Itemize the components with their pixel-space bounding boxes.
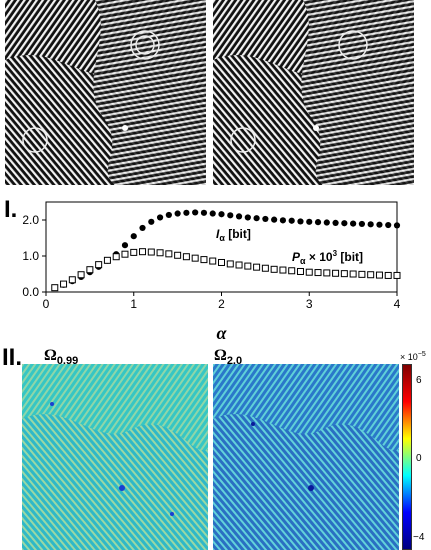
y-tick-label: 2.0	[22, 213, 39, 227]
series-p-point	[86, 266, 94, 274]
omega-map-right	[213, 364, 399, 550]
series-i-point	[218, 211, 225, 218]
y-tick-label: 0.0	[22, 285, 39, 299]
series-p-point	[68, 276, 76, 284]
omega-right-symbol: Ω	[214, 347, 227, 364]
series-i-point	[358, 220, 365, 228]
colorbar-scale-exponent: −5	[417, 351, 426, 358]
series-i-point	[121, 242, 129, 249]
series-i-point	[385, 221, 392, 229]
series-p-point	[367, 271, 375, 279]
series-p-point	[51, 284, 59, 292]
series-i-point	[314, 219, 322, 226]
series-i-point	[130, 233, 137, 240]
series-p-point	[112, 253, 120, 261]
series-i-point	[253, 215, 260, 222]
labyrinth-pattern-left	[5, 0, 206, 185]
series-p-point	[349, 270, 357, 278]
series-p-point	[384, 271, 392, 279]
section-two-label: II.	[2, 344, 23, 371]
series-p-point	[314, 269, 322, 277]
series-p-point	[332, 269, 340, 277]
series-p-point	[156, 249, 164, 257]
omega-left-symbol: Ω	[44, 347, 57, 364]
series-p-point	[244, 262, 252, 270]
series-p-point	[60, 280, 68, 288]
series-p-point	[200, 256, 208, 264]
series-p-point	[95, 261, 103, 269]
series-p-point	[235, 261, 243, 269]
colorbar-tick-neg4: −4	[413, 532, 425, 543]
series-i-point	[227, 212, 234, 219]
series-i-point	[183, 209, 190, 216]
omega-map-left	[22, 364, 208, 550]
series-p-point	[279, 266, 287, 274]
labyrinth-pattern-right	[213, 0, 414, 185]
series-p-point	[305, 268, 313, 276]
series-p-point	[174, 251, 182, 259]
series-i-label: Iα [bit]	[216, 227, 251, 243]
series-i-point	[139, 224, 146, 232]
series-p-point	[103, 256, 111, 264]
series-i-point	[297, 218, 304, 225]
colorbar-scale-prefix: × 10	[400, 352, 418, 362]
series-p-point	[393, 271, 401, 279]
series-i-point	[271, 216, 278, 223]
x-axis-label: α	[217, 323, 228, 343]
series-i-point	[376, 221, 383, 228]
series-i-point	[332, 219, 339, 226]
series-i-point	[393, 222, 401, 229]
series-i-point	[244, 214, 251, 221]
series-i-point	[288, 217, 295, 224]
series-i-point	[148, 218, 155, 225]
series-p-point	[147, 248, 155, 256]
series-p-point	[375, 271, 383, 279]
series-i-point	[262, 215, 269, 223]
series-i-point	[350, 220, 357, 227]
series-p-point	[130, 248, 138, 256]
series-p-point	[182, 253, 190, 261]
series-p-point	[340, 270, 348, 278]
series-p-point	[226, 260, 234, 268]
series-p-point	[323, 269, 331, 277]
x-tick-label: 1	[130, 297, 137, 311]
series-p-point	[209, 257, 217, 265]
series-i-point	[192, 209, 199, 216]
colorbar-tick-6: 6	[416, 375, 422, 386]
x-tick-label: 0	[43, 297, 50, 311]
series-p-point	[261, 264, 269, 272]
series-p-point	[139, 248, 147, 256]
colorbar-scale-label: × 10−5	[400, 350, 426, 362]
series-i-point	[209, 210, 216, 217]
colorbar-tick-0: 0	[416, 453, 422, 464]
series-p-point	[358, 270, 366, 278]
series-i-point	[165, 211, 172, 219]
series-i-point	[323, 219, 330, 226]
series-p-point	[77, 271, 85, 279]
series-p-point	[296, 267, 304, 275]
x-tick-label: 4	[394, 297, 401, 311]
x-tick-label: 3	[306, 297, 313, 311]
series-i-point	[306, 218, 313, 225]
series-p-label: Pα × 103 [bit]	[292, 249, 363, 266]
series-p-point	[288, 267, 296, 275]
section-one-label: I.	[4, 196, 18, 223]
series-i-point	[174, 210, 181, 217]
series-p-point	[165, 250, 173, 258]
y-tick-label: 1.0	[22, 249, 39, 263]
x-tick-label: 2	[218, 297, 225, 311]
series-i-point	[200, 209, 208, 216]
series-i-point	[156, 214, 164, 221]
information-chart: 0 1 2 3 4 0.0 1.0 2.0 α Iα [bit] Pα × 103 [bit]	[22, 201, 401, 343]
series-p-point	[253, 263, 261, 271]
series-p-point	[121, 250, 129, 258]
series-i-point	[235, 213, 243, 220]
series-p-point	[270, 265, 278, 273]
series-p-point	[191, 254, 199, 262]
colorbar	[402, 364, 412, 550]
series-i-point	[279, 217, 287, 224]
series-i-point	[367, 221, 374, 228]
series-i-point	[341, 220, 348, 227]
series-p-point	[218, 258, 225, 266]
